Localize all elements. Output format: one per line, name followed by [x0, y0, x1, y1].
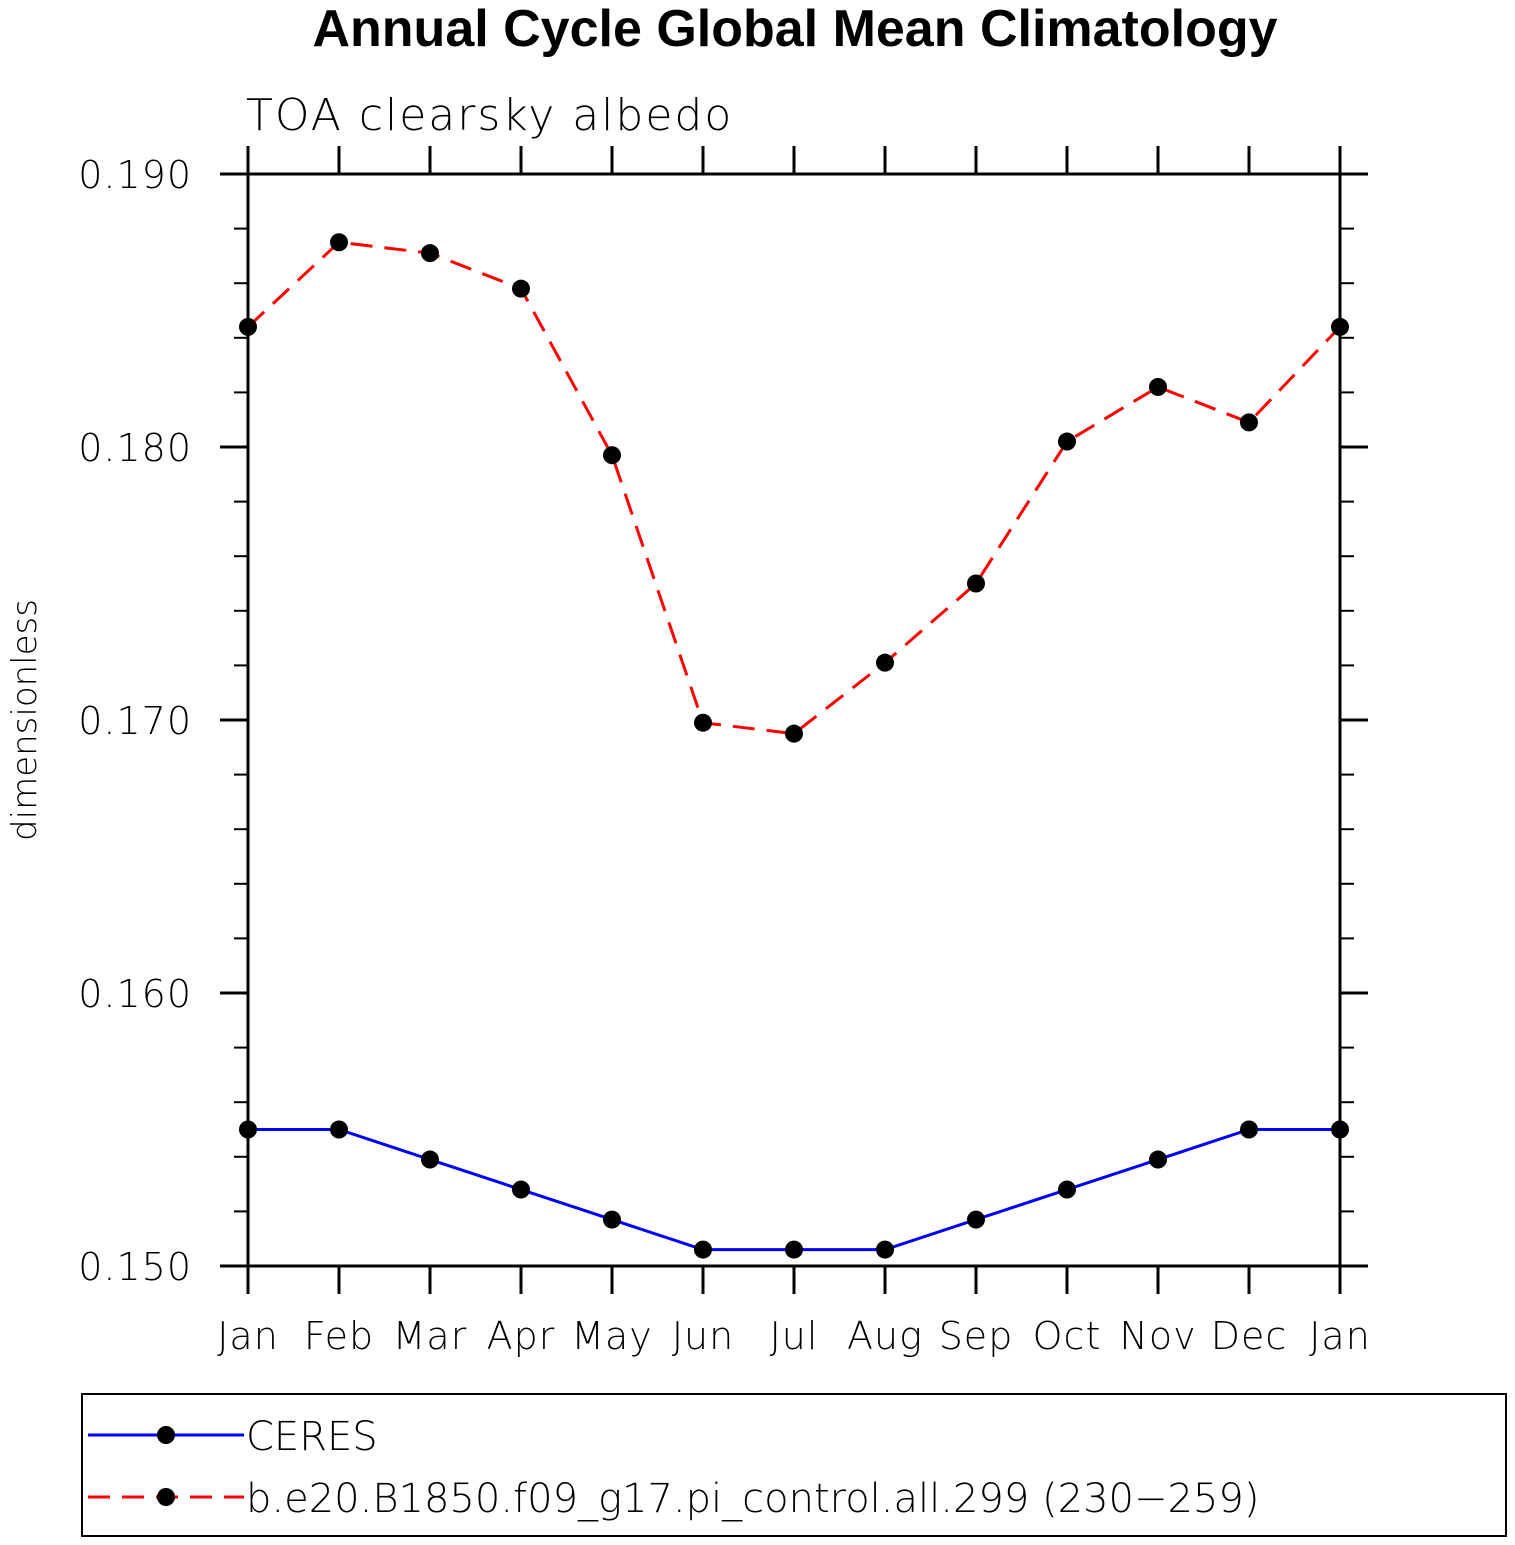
data-point [967, 574, 985, 593]
data-point [1149, 377, 1167, 396]
data-point [967, 1210, 985, 1229]
x-tick-label: Jan [1309, 1314, 1371, 1358]
x-tick-label: Sep [939, 1314, 1014, 1358]
legend-label: CERES [246, 1414, 378, 1460]
data-point [603, 1210, 621, 1229]
y-tick-label: 0.180 [78, 426, 192, 470]
data-point [694, 1240, 712, 1259]
data-point [785, 1240, 803, 1259]
x-tick-label: Dec [1211, 1314, 1288, 1358]
x-tick-label: Jan [217, 1314, 279, 1358]
plot-frame [246, 172, 1342, 1268]
x-tick-label: Aug [847, 1314, 923, 1358]
data-point [785, 724, 803, 743]
legend-box [81, 1393, 1507, 1537]
chart-title: Annual Cycle Global Mean Climatology [312, 0, 1277, 58]
y-tick-label: 0.190 [78, 153, 192, 197]
data-point [421, 1150, 439, 1169]
x-tick-label: Oct [1033, 1314, 1102, 1358]
data-point [512, 279, 530, 298]
data-point [1149, 1150, 1167, 1169]
data-point [330, 233, 348, 252]
data-point [1240, 1120, 1258, 1139]
series-line [248, 1128, 1340, 1252]
series-layer [239, 233, 1349, 1259]
data-point [876, 1240, 894, 1259]
data-point [330, 1120, 348, 1139]
axis-ticks [220, 146, 1368, 1294]
x-tick-label: Feb [304, 1314, 374, 1358]
series-ceres [239, 1120, 1349, 1259]
data-point [421, 244, 439, 263]
data-point [512, 1180, 530, 1199]
y-tick-labels: 0.150 0.160 0.170 0.180 0.190 [78, 153, 192, 1289]
y-tick-label: 0.170 [78, 699, 192, 743]
data-point [1058, 432, 1076, 451]
data-point [876, 653, 894, 672]
chart-subtitle: TOA clearsky albedo [246, 90, 733, 141]
y-tick-label: 0.150 [78, 1245, 192, 1289]
data-point [603, 446, 621, 465]
legend: CERES b.e20.B1850.f09_g17.pi_control.all.… [88, 1414, 1259, 1522]
x-tick-label: Jun [672, 1314, 734, 1358]
x-tick-label: May [571, 1314, 653, 1358]
y-axis-label: dimensionless [5, 599, 45, 841]
data-point [694, 713, 712, 732]
x-tick-label: Apr [487, 1314, 556, 1358]
x-tick-label: Nov [1119, 1314, 1196, 1358]
y-tick-label: 0.160 [78, 972, 192, 1016]
series-model [239, 233, 1349, 743]
x-tick-label: Jul [770, 1314, 819, 1358]
data-point [1058, 1180, 1076, 1199]
legend-marker [157, 1426, 175, 1444]
x-tick-label: Mar [393, 1314, 468, 1358]
series-line [246, 240, 1342, 736]
data-point [1240, 413, 1258, 432]
legend-marker [157, 1488, 175, 1506]
legend-label: b.e20.B1850.f09_g17.pi_control.all.299 (… [246, 1476, 1259, 1522]
x-tick-labels: Jan Feb Mar Apr May Jun Jul Aug Sep Oct Nov Dec Jan [217, 1314, 1371, 1358]
